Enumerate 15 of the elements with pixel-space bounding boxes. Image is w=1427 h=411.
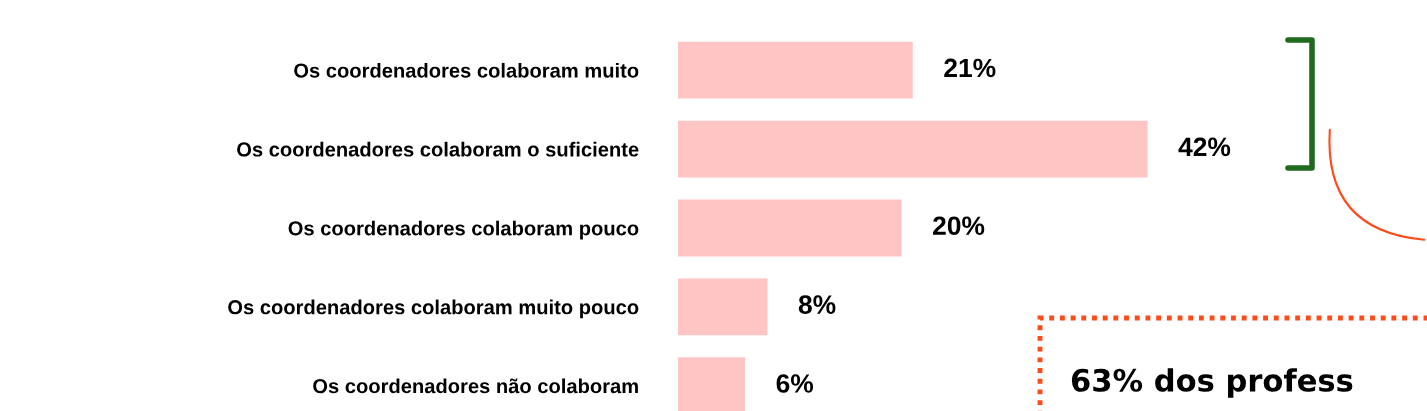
y-tick-label: Os coordenadores colaboram o suficiente — [237, 141, 639, 157]
data-label: 8% — [798, 295, 836, 314]
bar — [678, 120, 1148, 178]
data-label: 42% — [1178, 137, 1231, 157]
y-tick-label: Os coordenadores colaboram pouco — [288, 220, 639, 240]
data-label: 20% — [933, 216, 985, 236]
data-label: 21% — [944, 58, 996, 78]
bar — [678, 278, 768, 336]
y-tick-label: Os coordenadores colaboram muito — [294, 62, 639, 78]
bar — [678, 199, 902, 257]
bar — [678, 41, 913, 99]
y-tick-label: Os coordenadores não colaboram — [313, 378, 638, 394]
y-tick-label: Os coordenadores colaboram muito pouco — [228, 299, 639, 319]
data-label: 6% — [776, 374, 814, 393]
annotation: 63% dos profess — [1071, 368, 1353, 398]
